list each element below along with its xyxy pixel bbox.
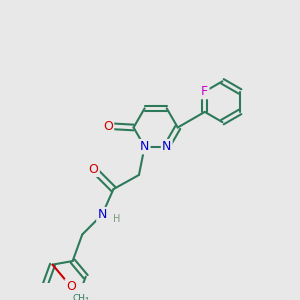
Text: O: O bbox=[66, 280, 76, 293]
Text: F: F bbox=[201, 85, 208, 98]
Text: N: N bbox=[162, 140, 171, 153]
Text: H: H bbox=[113, 214, 121, 224]
Text: N: N bbox=[98, 208, 107, 221]
Text: O: O bbox=[89, 163, 99, 176]
Text: O: O bbox=[103, 120, 113, 133]
Text: CH₃: CH₃ bbox=[72, 294, 89, 300]
Text: N: N bbox=[140, 140, 149, 153]
